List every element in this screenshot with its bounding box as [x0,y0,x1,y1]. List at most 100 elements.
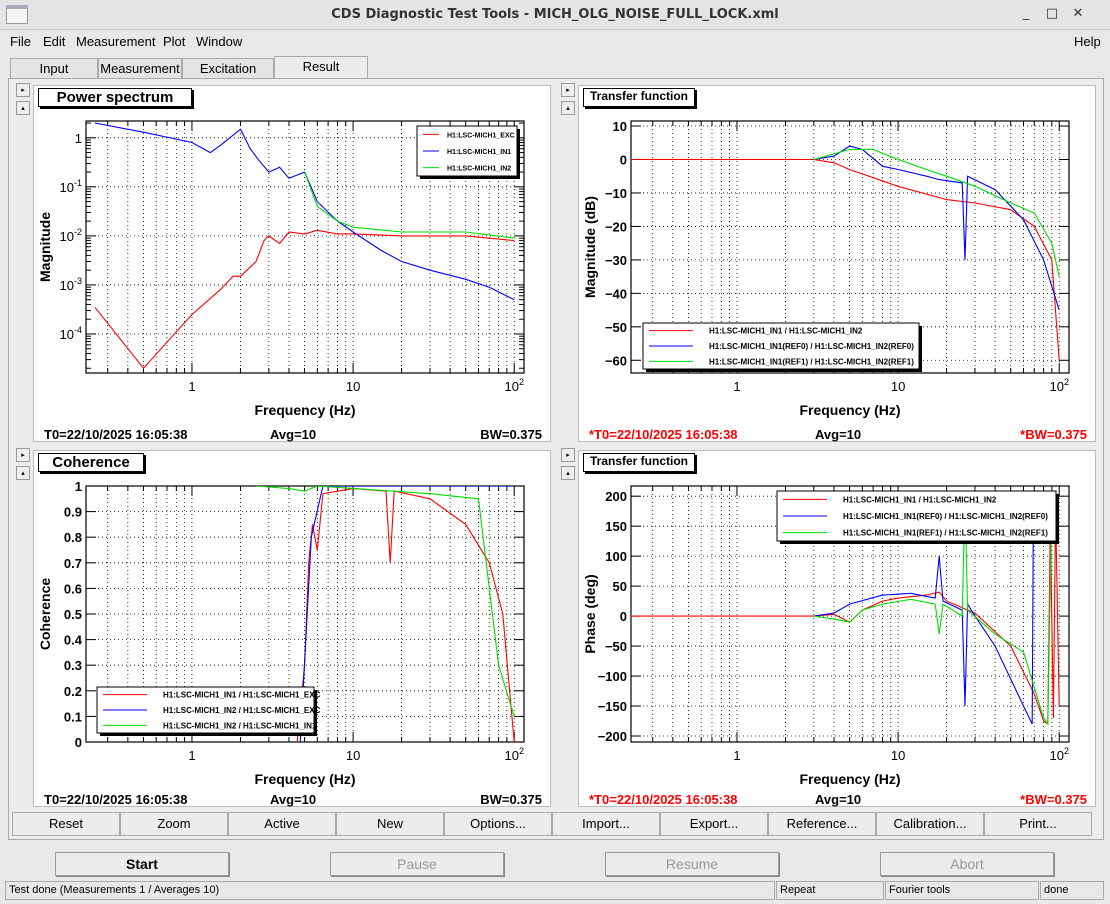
series-line [94,229,515,370]
reset-button[interactable]: Reset [12,812,120,836]
new-button[interactable]: New [336,812,444,836]
menu-bar: File Edit Measurement Plot Window Help [0,31,1110,53]
legend-entry: H1:LSC-MICH1_IN1(REF0) / H1:LSC-MICH1_IN… [843,512,1048,521]
y-tick-label: −30 [605,253,627,268]
close-button[interactable]: ✕ [1072,6,1084,21]
legend-entry: H1:LSC-MICH1_IN1 [447,149,511,156]
y-tick-label: 0.5 [64,607,82,622]
y-tick-label: 0.1 [64,709,82,724]
menu-file[interactable]: File [10,34,31,49]
y-tick-label: −100 [598,669,627,684]
series-line [94,122,515,301]
legend-entry: H1:LSC-MICH1_IN1(REF1) / H1:LSC-MICH1_IN… [709,357,914,366]
status-tool: Fourier tools [885,881,1039,900]
y-tick-label: −10 [605,186,627,201]
minimize-button[interactable]: _ [1022,6,1030,21]
y-tick-label: 0.7 [64,556,82,571]
panel-expand-button[interactable]: ▸ [16,83,30,97]
x-tick-label: 102 [1049,377,1068,394]
panel-expand-button[interactable]: ▸ [561,448,575,462]
zoom-button[interactable]: Zoom [120,812,228,836]
start-button[interactable]: Start [55,852,229,876]
pause-button[interactable]: Pause [330,852,504,876]
tab-measurement[interactable]: Measurement [98,58,182,78]
panel-expand-button[interactable]: ▸ [16,448,30,462]
title-bar: CDS Diagnostic Test Tools - MICH_OLG_NOI… [0,0,1110,30]
tab-excitation[interactable]: Excitation [182,58,274,78]
panel-up-button[interactable]: ▴ [561,466,575,480]
y-tick-label: 150 [605,519,627,534]
maximize-button[interactable]: □ [1045,6,1059,21]
plot-canvas: 1 10 102 200 150 100 50 0 −50 −100 −150 −200 Frequen… [582,485,1070,787]
y-tick-label: 10-1 [60,178,82,195]
export-button[interactable]: Export... [660,812,768,836]
x-tick-label: 102 [504,746,523,763]
abort-button[interactable]: Abort [880,852,1054,876]
legend-entry: H1:LSC-MICH1_IN1 / H1:LSC-MICH1_IN2 [709,327,863,336]
plot-panel[interactable]: Coherence T0=22/10/2025 16:05:38 Avg=10 BW=… [33,450,551,807]
y-tick-label: 0.6 [64,581,82,596]
plot-t0: *T0=22/10/2025 16:05:38 [589,427,738,442]
plot-bw: BW=0.375 [480,792,542,807]
menu-edit[interactable]: Edit [43,34,66,49]
y-tick-label: 50 [613,579,627,594]
menu-measurement[interactable]: Measurement [76,34,156,49]
options-button[interactable]: Options... [444,812,552,836]
plot-panel[interactable]: Transfer function *T0=22/10/2025 16:05:38… [578,85,1096,442]
menu-help[interactable]: Help [1074,34,1101,49]
tab-result[interactable]: Result [274,56,368,78]
legend-entry: H1:LSC-MICH1_IN1 / H1:LSC-MICH1_IN2 [843,495,997,504]
plot-t0: *T0=22/10/2025 16:05:38 [589,792,738,807]
panel-up-button[interactable]: ▴ [561,101,575,115]
y-axis-label: Coherence [37,578,53,651]
status-state: done [1040,881,1104,900]
calibration-button[interactable]: Calibration... [876,812,984,836]
menu-plot[interactable]: Plot [163,34,186,49]
active-button[interactable]: Active [228,812,336,836]
y-tick-label: 0 [620,609,627,624]
x-tick-label: 10 [891,748,905,763]
plot-panel[interactable]: Power spectrum T0=22/10/2025 16:05:38 Avg=… [33,85,551,442]
legend-entry: H1:LSC-MICH1_EXC [447,132,515,139]
x-tick-label: 10 [346,379,360,394]
y-axis-label: Magnitude [37,212,53,282]
y-tick-label: 0.2 [64,684,82,699]
x-axis-label: Frequency (Hz) [254,771,355,787]
x-tick-label: 102 [504,377,523,394]
y-tick-label: 0.4 [64,633,83,648]
panel-up-button[interactable]: ▴ [16,466,30,480]
menu-window[interactable]: Window [196,34,243,49]
legend: H1:LSC-MICH1_EXC H1:LSC-MICH1_IN1 H1:LSC-M… [416,125,520,179]
panel-up-button[interactable]: ▴ [16,101,30,115]
legend: H1:LSC-MICH1_IN1 / H1:LSC-MICH1_IN2 H1:LS… [642,322,922,372]
status-message: Test done (Measurements 1 / Averages 10) [5,881,775,900]
x-axis-label: Frequency (Hz) [254,402,355,418]
legend-entry: H1:LSC-MICH1_IN2 / H1:LSC-MICH1_IN1 [163,721,317,730]
tab-input[interactable]: Input [10,58,98,78]
x-tick-label: 1 [733,379,740,394]
y-tick-label: −150 [598,699,627,714]
plot-panel[interactable]: Transfer function *T0=22/10/2025 16:05:38… [578,450,1096,807]
series-line [813,526,1034,725]
panel-expand-button[interactable]: ▸ [561,83,575,97]
y-tick-label: 10-4 [60,325,82,342]
window-icon[interactable] [6,5,28,24]
window-title: CDS Diagnostic Test Tools - MICH_OLG_NOI… [331,7,779,22]
plot-bw: *BW=0.375 [1020,792,1087,807]
status-mode: Repeat [776,881,884,900]
resume-button[interactable]: Resume [605,852,779,876]
import-button[interactable]: Import... [552,812,660,836]
plot-t0: T0=22/10/2025 16:05:38 [44,427,188,442]
plot-title: Transfer function [583,453,695,472]
print-button[interactable]: Print... [984,812,1092,836]
x-tick-label: 1 [188,379,195,394]
y-tick-label: 200 [605,489,627,504]
reference-button[interactable]: Reference... [768,812,876,836]
y-tick-label: −50 [605,639,627,654]
plot-canvas: 1 10 102 10 0 −10 −20 −30 −40 −50 −60 Frequency (Hz… [582,119,1070,418]
plot-avg: Avg=10 [815,792,862,807]
x-tick-label: 102 [1049,746,1068,763]
y-tick-label: −50 [605,320,627,335]
y-tick-label: 10 [613,119,627,134]
x-tick-label: 10 [891,379,905,394]
